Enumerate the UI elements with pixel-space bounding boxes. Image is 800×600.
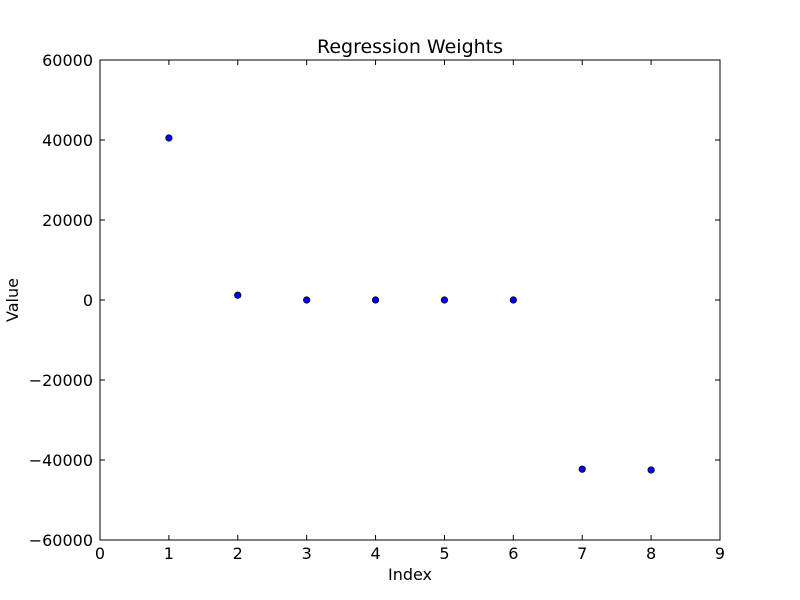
- x-axis-label: Index: [388, 565, 432, 584]
- y-tick-label: 40000: [42, 131, 93, 150]
- data-point: [440, 296, 449, 304]
- data-point: [647, 466, 655, 474]
- x-tick-label: 8: [646, 544, 656, 563]
- y-tick-label: 60000: [42, 51, 93, 70]
- x-tick-label: 2: [233, 544, 243, 563]
- x-tick-label: 1: [164, 544, 174, 563]
- x-tick-label: 6: [508, 544, 518, 563]
- data-point: [509, 296, 517, 304]
- x-tick-label: 3: [302, 544, 312, 563]
- y-tick-label: −20000: [29, 371, 93, 390]
- plot-frame: [99, 59, 721, 541]
- data-point: [578, 465, 586, 473]
- x-tick-label: 7: [577, 544, 587, 563]
- data-point: [234, 291, 242, 299]
- y-tick-label: 20000: [42, 211, 93, 230]
- data-point: [303, 296, 311, 304]
- y-axis: −60000 −40000 −20000 0 20000 40000 60000: [29, 51, 720, 550]
- data-point: [165, 134, 173, 142]
- x-tick-label: 9: [715, 544, 725, 563]
- y-tick-label: −40000: [29, 451, 93, 470]
- data-point: [371, 296, 380, 304]
- chart-title: Regression Weights: [317, 36, 503, 58]
- y-axis-label: Value: [3, 278, 22, 322]
- x-tick-label: 4: [370, 544, 380, 563]
- x-axis: 0 1 2 3 4 5 6 7 8 9: [95, 60, 725, 563]
- y-tick-label: 0: [83, 291, 93, 310]
- x-tick-label: 5: [439, 544, 449, 563]
- x-tick-label: 0: [95, 544, 105, 563]
- y-tick-label: −60000: [29, 531, 93, 550]
- data-points: [165, 134, 655, 474]
